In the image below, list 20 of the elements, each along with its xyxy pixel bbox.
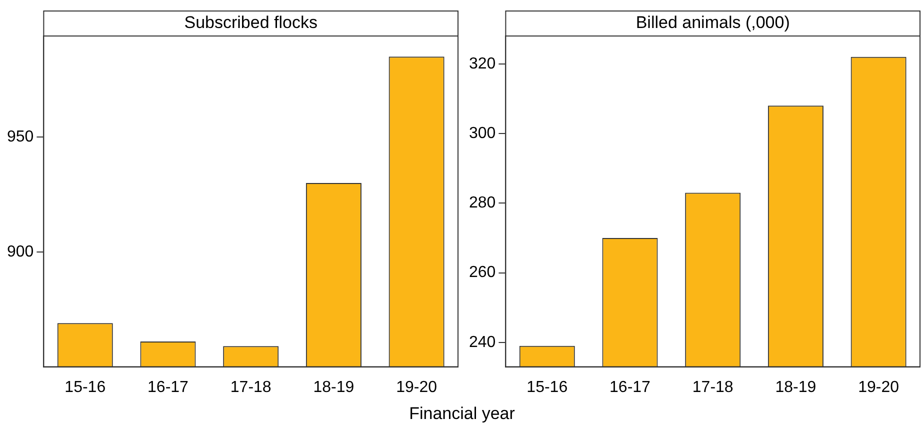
y-tick-label: 320 bbox=[468, 55, 496, 72]
y-tick-label: 900 bbox=[6, 243, 34, 260]
chart-title: Billed animals (,000) bbox=[636, 13, 790, 32]
x-tick-label: 17-18 bbox=[692, 378, 734, 396]
y-tick-label: 280 bbox=[468, 194, 496, 212]
x-tick-label: 15-16 bbox=[64, 378, 106, 396]
chart-title: Subscribed flocks bbox=[184, 13, 318, 32]
x-tick-label: 15-16 bbox=[526, 378, 568, 396]
y-tick-label: 950 bbox=[6, 128, 34, 146]
x-tick-label: 17-18 bbox=[230, 378, 272, 396]
x-axis-title: Financial year bbox=[408, 404, 516, 424]
x-tick-label: 16-17 bbox=[610, 378, 651, 396]
x-tick-label: 18-19 bbox=[313, 378, 354, 396]
x-tick-label: 19-20 bbox=[858, 378, 900, 396]
y-tick-label: 300 bbox=[468, 124, 496, 142]
x-tick-label: 16-17 bbox=[148, 378, 189, 396]
y-tick-label: 240 bbox=[468, 334, 496, 351]
y-tick-label: 260 bbox=[468, 264, 496, 282]
x-tick-label: 18-19 bbox=[775, 378, 816, 396]
x-tick-label: 19-20 bbox=[396, 378, 438, 396]
